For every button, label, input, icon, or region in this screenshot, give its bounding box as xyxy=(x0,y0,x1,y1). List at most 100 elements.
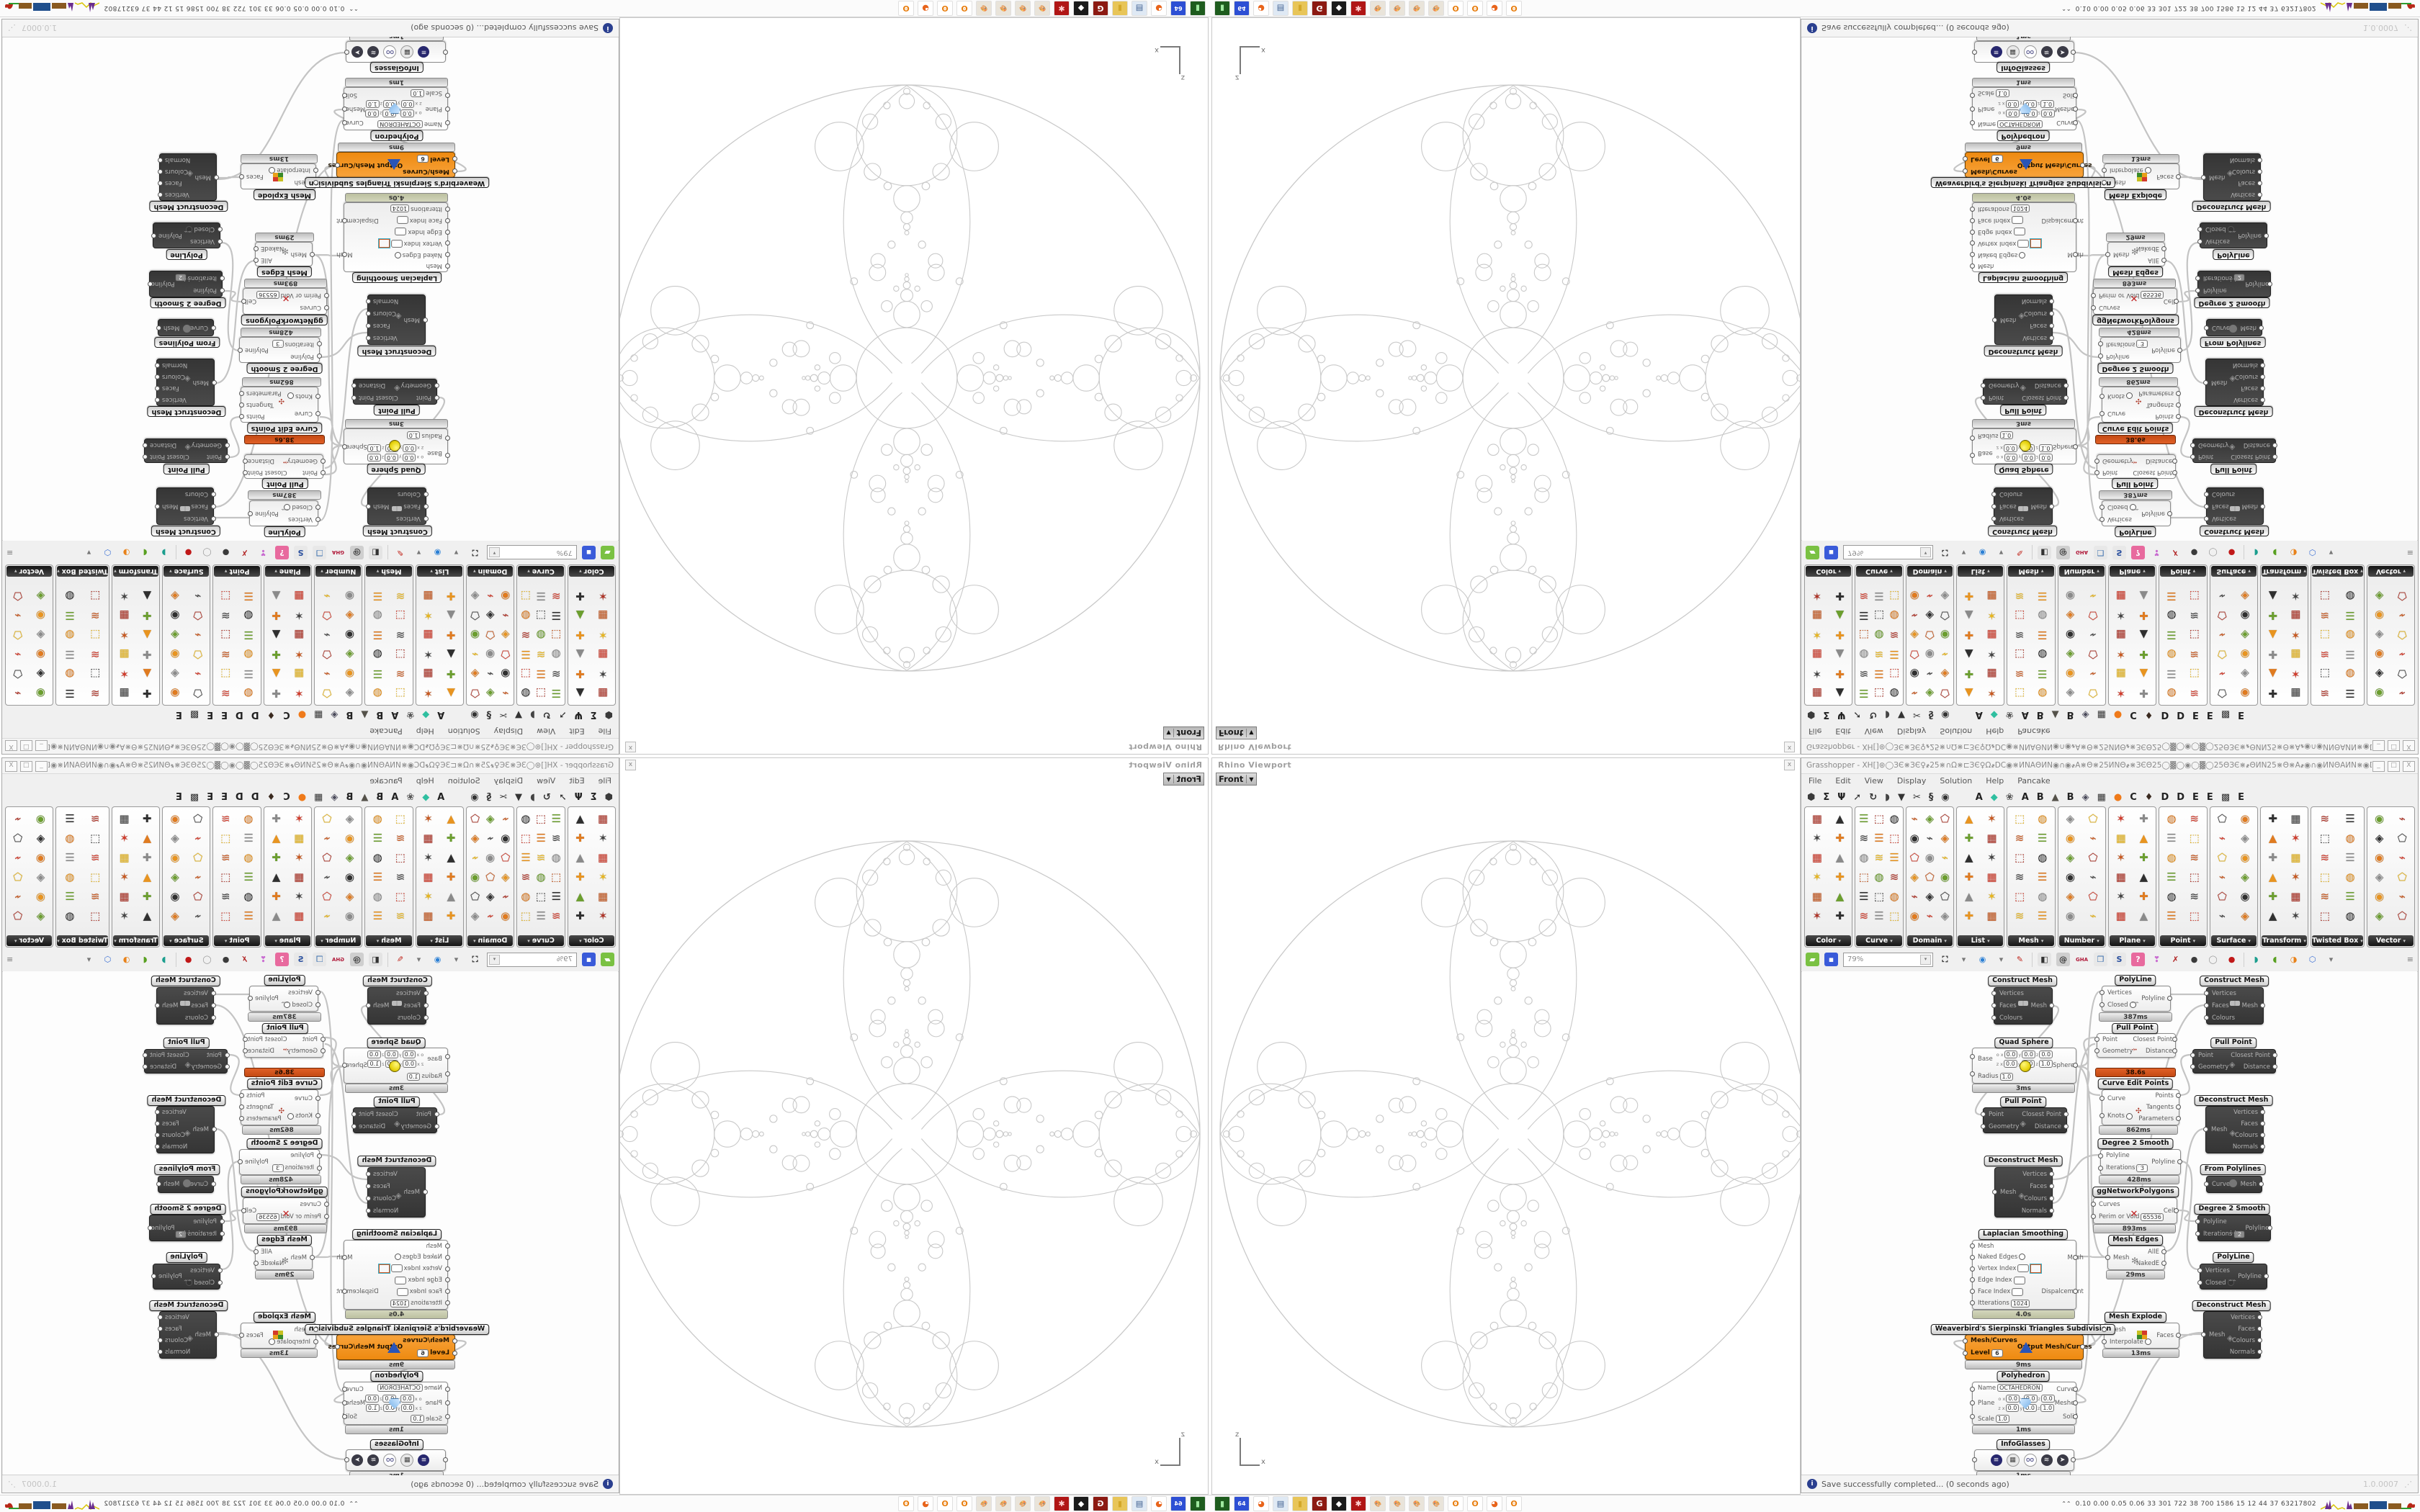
component-icon[interactable]: ≋ xyxy=(1859,590,1869,603)
palette-tab-point[interactable]: Point ▾ xyxy=(214,935,260,946)
component-icon[interactable]: ◉ xyxy=(345,667,355,681)
port-nub[interactable] xyxy=(1970,1254,1975,1260)
port-nub[interactable] xyxy=(342,1063,347,1068)
component-icon[interactable]: ☰ xyxy=(551,811,561,825)
component-icon[interactable]: ▦ xyxy=(1986,870,1997,883)
port-nub[interactable] xyxy=(2204,1003,2209,1008)
component-icon[interactable]: ✚ xyxy=(1835,629,1845,642)
node-nickname[interactable]: From Polylines xyxy=(2200,1164,2266,1175)
component-icon[interactable]: ✶ xyxy=(295,850,304,864)
component-icon[interactable]: ⬚ xyxy=(1888,590,1900,603)
component-icon[interactable]: ◍ xyxy=(551,850,561,864)
gimp-palette-icon[interactable]: 🎨 xyxy=(1015,1,1031,16)
display-toggle-icon[interactable]: ▩ xyxy=(189,709,200,720)
node-pull-point[interactable]: Point Geometry Closest Point Distance ⤞ xyxy=(244,1033,323,1058)
component-icon[interactable]: ⌁ xyxy=(1911,811,1918,825)
component-icon[interactable]: ✶ xyxy=(295,648,304,662)
menu-item-view[interactable]: View xyxy=(537,776,556,786)
display-toggle-icon[interactable]: ▦ xyxy=(2097,709,2106,720)
component-icon[interactable]: ✚ xyxy=(575,629,585,642)
component-icon[interactable]: ◉ xyxy=(2065,909,2075,922)
component-icon[interactable]: ◈ xyxy=(2241,909,2249,922)
component-icon[interactable]: ▲ xyxy=(2139,590,2148,603)
node-nickname[interactable]: Pull Point xyxy=(2210,464,2257,474)
component-icon[interactable]: ⬚ xyxy=(2014,687,2025,701)
port-nub[interactable] xyxy=(1970,206,1975,212)
node-nickname[interactable]: Laplacian Smoothing xyxy=(351,272,442,283)
port-nub[interactable] xyxy=(366,1207,371,1213)
component-icon[interactable]: ◈ xyxy=(470,667,480,681)
display-toggle-icon[interactable]: B xyxy=(346,709,354,720)
component-icon[interactable]: ▦ xyxy=(598,687,609,701)
node-nickname[interactable]: Mesh Edges xyxy=(257,266,312,277)
port-nub[interactable] xyxy=(445,206,450,212)
palette-tab-transform[interactable]: Transform ▾ xyxy=(112,935,159,946)
component-icon[interactable]: ✶ xyxy=(1987,648,1996,662)
port-nub[interactable] xyxy=(2063,1111,2069,1117)
port-nub[interactable] xyxy=(317,1165,322,1171)
port-nub[interactable] xyxy=(2105,252,2110,257)
node-nickname[interactable]: Pull Point xyxy=(2000,405,2046,415)
port-nub[interactable] xyxy=(241,1207,246,1213)
component-icon[interactable]: ▲ xyxy=(2268,870,2277,883)
component-icon[interactable]: ◍ xyxy=(2345,870,2355,883)
window-image-icon[interactable]: ❒ xyxy=(313,953,326,966)
port-nub[interactable] xyxy=(2257,1315,2262,1320)
palette-tab-list[interactable]: List ▾ xyxy=(416,566,463,577)
component-icon[interactable]: ⬚ xyxy=(520,909,532,922)
menu-item-file[interactable]: File xyxy=(598,776,611,786)
zoom-level-combo[interactable]: 79% ▾ xyxy=(1843,952,1933,967)
component-icon[interactable]: ✶ xyxy=(1812,590,1822,603)
port-nub[interactable] xyxy=(2195,1231,2200,1237)
node-weaverbird-s-sierpinski-triangles-subdivision[interactable]: Mesh/Curves Level 6 Output Mesh/Curves xyxy=(328,152,455,178)
component-icon[interactable]: ⬚ xyxy=(551,870,562,883)
component-icon[interactable]: ⬚ xyxy=(1873,687,1885,701)
display-toggle-icon[interactable]: ◉ xyxy=(470,709,479,720)
port-nub[interactable] xyxy=(315,1002,321,1007)
component-icon[interactable]: ⬠ xyxy=(1909,648,1919,662)
node-curve-edit-points[interactable]: Curve Knots Points Tangents Parameters ✣ xyxy=(241,1089,318,1125)
component-icon[interactable]: ☰ xyxy=(2166,590,2177,603)
menu-item-help[interactable]: Help xyxy=(1986,776,2004,786)
component-icon[interactable]: ✶ xyxy=(598,870,608,883)
gimp-palette-icon[interactable]: 🎨 xyxy=(1034,1496,1050,1511)
port-nub[interactable] xyxy=(2177,348,2182,353)
blob-green-icon[interactable]: ◖ xyxy=(2268,546,2282,559)
component-icon[interactable]: ⬚ xyxy=(1873,609,1885,623)
component-icon[interactable]: ✶ xyxy=(2116,687,2125,701)
palette-tab-curve[interactable]: Curve ▾ xyxy=(518,566,564,577)
component-icon[interactable]: ◈ xyxy=(2375,831,2384,845)
component-icon[interactable]: ⌁ xyxy=(472,850,479,864)
component-icon[interactable]: ◍ xyxy=(2166,648,2177,662)
port-nub[interactable] xyxy=(423,1189,428,1194)
component-icon[interactable]: ◉ xyxy=(470,629,480,642)
port-nub[interactable] xyxy=(239,1333,244,1338)
port-nub[interactable] xyxy=(2176,174,2181,179)
component-icon[interactable]: ≋ xyxy=(1874,850,1884,864)
menu-item-help[interactable]: Help xyxy=(416,776,434,786)
component-icon[interactable]: ◉ xyxy=(1909,590,1919,603)
canvas-menu-icon[interactable]: ≡ xyxy=(6,955,14,964)
display-toggle-icon[interactable]: ✂ xyxy=(499,792,508,803)
box-question-icon[interactable]: ? xyxy=(2131,546,2145,559)
component-icon[interactable]: ≋ xyxy=(221,850,230,864)
port-nub[interactable] xyxy=(2099,394,2105,399)
port-nub[interactable] xyxy=(2102,1326,2107,1332)
display-toggle-icon[interactable]: B xyxy=(376,792,384,803)
node-deconstruct-mesh[interactable]: Mesh Vertices Faces Colours Normals ◈ xyxy=(367,1167,426,1218)
display-toggle-icon[interactable]: A xyxy=(2021,709,2029,720)
node-polyline[interactable]: Vertices Closed Polyline ⌁⌁ xyxy=(2102,500,2171,526)
display-toggle-icon[interactable]: ➚ xyxy=(558,709,567,720)
component-icon[interactable]: ◉ xyxy=(1924,850,1935,864)
node-nickname[interactable]: From Polylines xyxy=(2200,337,2266,348)
display-toggle-icon[interactable]: ❀ xyxy=(2005,792,2014,803)
zoom-level-combo[interactable]: 79% ▾ xyxy=(487,952,577,967)
port-nub[interactable] xyxy=(2073,92,2078,98)
jump-wires-icon[interactable]: ✗ xyxy=(2169,546,2182,559)
component-icon[interactable]: ▲ xyxy=(1835,648,1845,662)
component-icon[interactable]: ⬠ xyxy=(2397,831,2407,845)
display-toggle-icon[interactable]: ➚ xyxy=(558,792,567,803)
component-icon[interactable]: ⌁ xyxy=(194,909,202,922)
component-icon[interactable]: ◍ xyxy=(65,667,75,681)
